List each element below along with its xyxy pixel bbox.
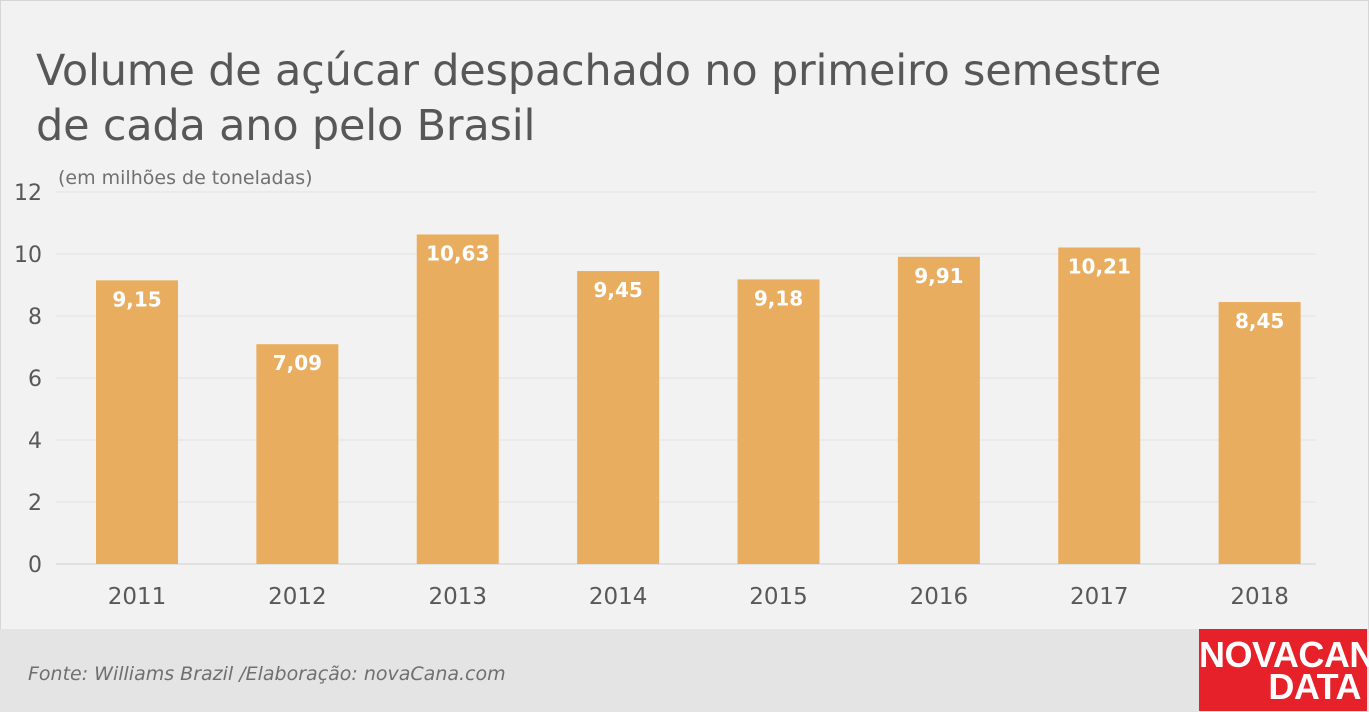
bar-chart: 0 2 4 6 8 10 12 9,15 7,09 10,63 9,45 9,18 9,91 10,21… (14, 181, 1316, 610)
y-tick-label: 12 (14, 181, 42, 206)
y-tick-label: 2 (28, 491, 42, 516)
bar-value-label: 8,45 (1235, 309, 1284, 333)
bar (1058, 247, 1141, 565)
bar-value-label: 10,21 (1068, 254, 1131, 278)
x-tick-label: 2018 (1230, 584, 1289, 610)
x-tick-label: 2012 (268, 584, 327, 610)
y-tick-label: 0 (28, 553, 42, 578)
bar (96, 280, 178, 564)
logo-line-1: NOVACANA (1199, 634, 1369, 675)
bar-value-label: 9,18 (754, 286, 803, 310)
bar (577, 271, 660, 564)
x-tick-label: 2017 (1070, 584, 1129, 610)
novacana-data-logo: NOVACANA DATA (1199, 629, 1369, 711)
bar-value-label: 10,63 (426, 241, 489, 265)
bar-layer: 9,15 7,09 10,63 9,45 9,18 9,91 10,21 8,45 (96, 234, 1301, 565)
x-tick-label: 2016 (910, 584, 969, 610)
x-axis-ticks: 2011 2012 2013 2014 2015 2016 2017 2018 (108, 584, 1289, 610)
bar-value-label: 9,45 (593, 278, 642, 302)
unit-note: (em milhões de toneladas) (58, 167, 313, 189)
source-note: Fonte: Williams Brazil /Elaboração: nova… (28, 663, 506, 685)
y-tick-label: 8 (28, 305, 42, 330)
bar (897, 256, 980, 564)
logo-line-2: DATA (1268, 666, 1361, 707)
chart-title-line-1: Volume de açúcar despachado no primeiro … (36, 46, 1162, 96)
bar-value-label: 9,15 (112, 287, 161, 311)
bar (737, 279, 820, 564)
x-tick-label: 2014 (589, 584, 648, 610)
y-tick-label: 10 (14, 243, 42, 268)
y-axis-ticks: 0 2 4 6 8 10 12 (14, 181, 42, 578)
bar-value-label: 7,09 (273, 351, 322, 375)
x-tick-label: 2011 (108, 584, 167, 610)
chart-title: Volume de açúcar despachado no primeiro … (36, 44, 1236, 154)
x-tick-label: 2013 (428, 584, 487, 610)
x-tick-label: 2015 (749, 584, 808, 610)
bar (1218, 302, 1301, 564)
y-tick-label: 6 (28, 367, 42, 392)
chart-title-line-2: de cada ano pelo Brasil (36, 101, 536, 151)
bar (256, 344, 339, 564)
bar (416, 234, 499, 564)
footer (0, 629, 1369, 712)
y-tick-label: 4 (28, 429, 42, 454)
bar-value-label: 9,91 (914, 264, 963, 288)
